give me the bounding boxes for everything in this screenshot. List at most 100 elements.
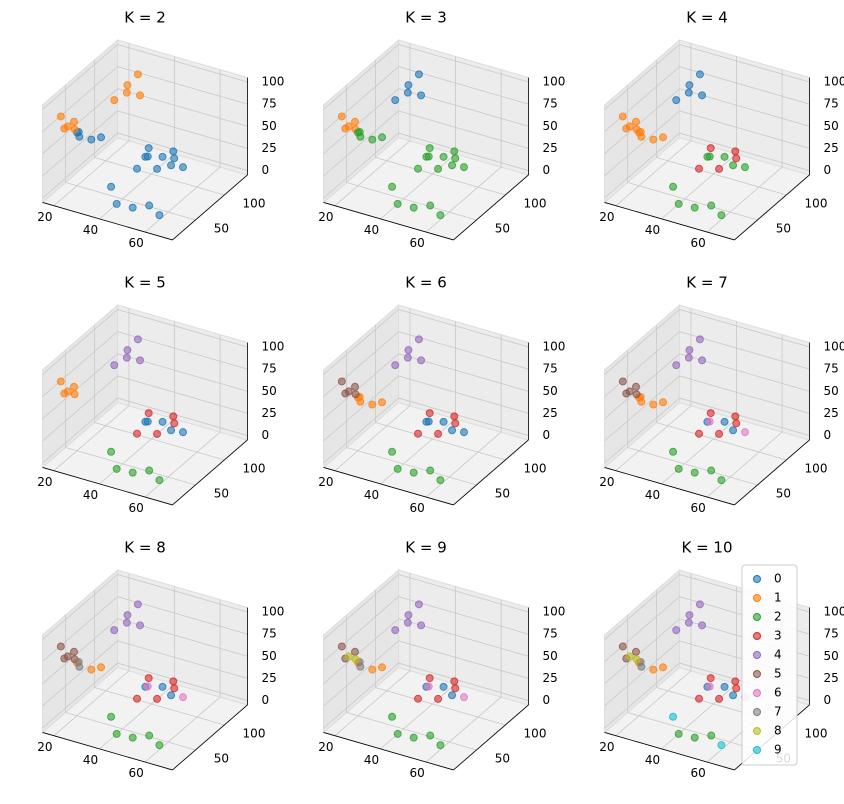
data-point bbox=[75, 662, 84, 671]
data-point bbox=[414, 70, 423, 79]
data-point bbox=[143, 152, 152, 161]
data-point bbox=[436, 476, 445, 485]
data-point bbox=[434, 429, 443, 438]
data-point bbox=[69, 117, 78, 126]
data-point bbox=[637, 132, 646, 141]
x-tick-label: 20 bbox=[318, 210, 333, 224]
data-point bbox=[450, 412, 459, 421]
data-point bbox=[344, 122, 353, 131]
grid-line bbox=[398, 44, 529, 83]
grid-line bbox=[323, 397, 399, 464]
data-point bbox=[695, 429, 704, 438]
data-point bbox=[393, 729, 402, 738]
data-point bbox=[169, 677, 178, 686]
legend-marker bbox=[753, 689, 761, 697]
grid-line bbox=[42, 397, 118, 464]
data-point bbox=[706, 409, 715, 418]
data-point bbox=[698, 91, 707, 100]
x-tick-label: 60 bbox=[128, 236, 143, 250]
data-point bbox=[107, 712, 116, 721]
z-tick-label: 100 bbox=[261, 604, 284, 618]
x-axis-line bbox=[42, 467, 173, 506]
z-tick-label: 0 bbox=[823, 163, 831, 177]
data-point bbox=[417, 91, 426, 100]
data-point bbox=[659, 398, 668, 407]
grid-line bbox=[661, 418, 737, 485]
data-point bbox=[128, 733, 137, 742]
grid-line bbox=[323, 309, 399, 375]
data-point bbox=[732, 684, 741, 693]
data-point bbox=[404, 81, 413, 90]
grid-line bbox=[604, 662, 680, 729]
data-point bbox=[75, 132, 84, 141]
y-axis-line bbox=[734, 174, 810, 241]
z-tick-label: 0 bbox=[261, 693, 269, 707]
data-point bbox=[393, 464, 402, 473]
data-point bbox=[625, 652, 634, 661]
z-tick-label: 25 bbox=[823, 141, 838, 155]
data-point bbox=[690, 733, 699, 742]
legend-marker bbox=[753, 613, 761, 621]
data-point bbox=[351, 655, 360, 664]
x-tick-label: 20 bbox=[318, 475, 333, 489]
grid-line bbox=[323, 375, 399, 442]
data-point bbox=[672, 626, 681, 635]
grid-line bbox=[604, 66, 680, 132]
data-point bbox=[155, 476, 164, 485]
grid-line bbox=[117, 132, 248, 171]
data-point bbox=[731, 147, 740, 156]
y-tick-label: 100 bbox=[243, 197, 266, 211]
data-point bbox=[414, 694, 423, 703]
grid-line bbox=[42, 353, 118, 420]
z-tick-label: 100 bbox=[542, 604, 565, 618]
data-point bbox=[153, 694, 162, 703]
grid-line bbox=[380, 683, 456, 750]
z-tick-label: 50 bbox=[261, 649, 276, 663]
data-point bbox=[731, 412, 740, 421]
chart-title: K = 9 bbox=[405, 539, 446, 557]
data-point bbox=[350, 382, 359, 391]
grid-line bbox=[604, 44, 680, 110]
grid-line bbox=[117, 662, 248, 701]
grid-line bbox=[398, 375, 529, 414]
data-point bbox=[170, 419, 179, 428]
data-point bbox=[128, 203, 137, 212]
data-point bbox=[178, 693, 187, 702]
grid-line bbox=[346, 712, 477, 751]
z-tick-label: 75 bbox=[261, 362, 276, 376]
grid-line bbox=[323, 662, 399, 729]
data-point bbox=[685, 346, 694, 355]
data-point bbox=[717, 211, 726, 220]
z-tick-label: 50 bbox=[823, 649, 838, 663]
data-point bbox=[448, 691, 457, 700]
grid-line bbox=[706, 166, 783, 233]
data-point bbox=[167, 691, 176, 700]
z-tick-label: 50 bbox=[823, 384, 838, 398]
data-point bbox=[450, 147, 459, 156]
subplot: 20 40 60 50 100 0 25 50 75 100 K = 7 bbox=[599, 274, 844, 516]
grid-line bbox=[661, 683, 737, 750]
data-point bbox=[378, 133, 387, 142]
grid-line bbox=[42, 309, 118, 375]
data-point bbox=[451, 684, 460, 693]
data-point bbox=[403, 618, 412, 627]
grid-line bbox=[375, 687, 506, 726]
grid-line bbox=[615, 140, 692, 207]
data-point bbox=[669, 712, 678, 721]
z-tick-label: 75 bbox=[261, 627, 276, 641]
data-point bbox=[344, 652, 353, 661]
data-point bbox=[167, 426, 176, 435]
data-point bbox=[706, 674, 715, 683]
legend-label: 5 bbox=[774, 667, 782, 681]
data-point bbox=[618, 642, 627, 651]
y-tick-label: 50 bbox=[776, 222, 791, 236]
data-point bbox=[705, 682, 714, 691]
data-point bbox=[695, 600, 704, 609]
grid-line bbox=[94, 687, 225, 726]
grid-line bbox=[117, 640, 248, 679]
data-point bbox=[368, 665, 377, 674]
data-point bbox=[632, 655, 641, 664]
data-point bbox=[669, 447, 678, 456]
grid-line bbox=[65, 447, 196, 486]
